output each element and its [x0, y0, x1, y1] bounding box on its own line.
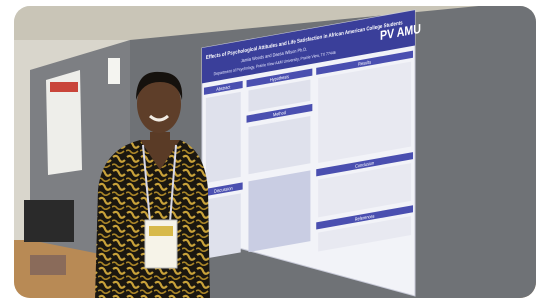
page: PV AMU Effects of Psychological Attitude… [0, 0, 543, 300]
text-block [318, 62, 411, 163]
text-block [206, 193, 241, 258]
poster-left-header [50, 82, 78, 92]
sign [108, 58, 120, 84]
photo: PV AMU Effects of Psychological Attitude… [0, 0, 543, 300]
chair [24, 200, 74, 242]
bag [30, 255, 66, 275]
text-block [206, 92, 241, 183]
scene: PV AMU Effects of Psychological Attitude… [0, 0, 543, 300]
neck [150, 132, 170, 148]
badge-logo [149, 226, 173, 236]
table [248, 170, 310, 252]
